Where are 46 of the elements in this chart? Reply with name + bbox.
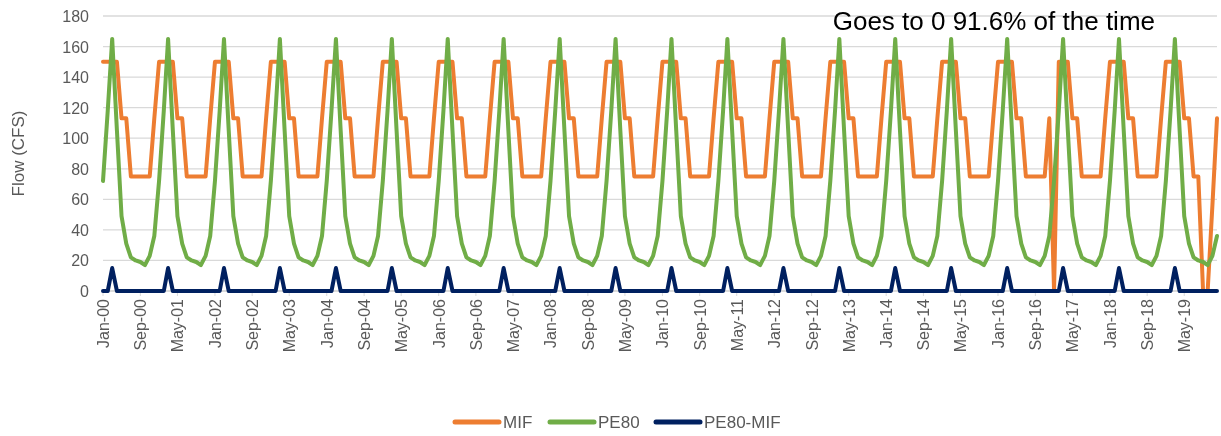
- x-tick-label: Jan-00: [95, 298, 112, 348]
- x-tick-label: Jan-12: [766, 298, 784, 348]
- x-tick-label: Jan-18: [1101, 298, 1119, 348]
- y-tick-label: 160: [62, 38, 90, 56]
- line-series: [101, 36, 1219, 268]
- annotation: Goes to 0 91.6% of the time: [832, 6, 1155, 36]
- y-tick-label: 100: [62, 130, 90, 148]
- x-tick-label: Sep-14: [915, 298, 933, 351]
- x-tick-label: May-01: [169, 298, 187, 353]
- y-tick-label: 40: [71, 221, 90, 239]
- x-tick-label: Jan-02: [206, 298, 224, 348]
- legend-label: PE80-MIF: [704, 413, 781, 432]
- legend-label: PE80: [598, 413, 640, 432]
- x-tick-label: May-15: [952, 298, 970, 353]
- x-tick-label: Jan-14: [878, 298, 896, 348]
- x-tick-label: May-07: [504, 298, 522, 353]
- x-tick-label: Sep-00: [132, 298, 150, 351]
- x-tick-label: Jan-06: [430, 298, 448, 348]
- x-tick-label: Sep-06: [467, 298, 485, 351]
- x-tick-label: May-09: [616, 298, 634, 353]
- x-tick-label: May-11: [728, 298, 746, 352]
- y-axis-title: Flow (CFS): [9, 110, 28, 197]
- y-tick-label: 60: [71, 191, 90, 209]
- x-tick-label: May-05: [393, 298, 411, 353]
- x-tick-label: Jan-08: [542, 298, 560, 348]
- x-tick-label: May-13: [840, 298, 858, 353]
- y-tick-label: 140: [62, 69, 90, 87]
- y-tick-label: 0: [80, 283, 90, 300]
- x-tick-label: Sep-12: [803, 298, 821, 351]
- x-tick-label: Sep-04: [356, 298, 374, 351]
- x-tick-label: Sep-16: [1027, 298, 1045, 351]
- y-tick-label: 80: [71, 160, 90, 178]
- x-tick-label: Jan-04: [318, 298, 336, 348]
- x-tick-label: May-17: [1064, 298, 1082, 353]
- x-tick-label: Jan-16: [990, 298, 1007, 348]
- y-tick-label: 120: [62, 99, 90, 117]
- x-tick-label: Sep-18: [1139, 298, 1157, 351]
- legend-label: MIF: [503, 413, 533, 432]
- x-tick-label: May-03: [281, 298, 299, 353]
- y-tick-label: 20: [71, 252, 90, 270]
- x-tick-label: Sep-08: [579, 298, 597, 351]
- y-tick-label: 180: [62, 8, 90, 25]
- x-tick-label: May-19: [1176, 298, 1194, 353]
- x-tick-label: Sep-10: [691, 298, 709, 351]
- x-tick-label: Jan-10: [654, 298, 672, 348]
- x-tick-label: Sep-02: [244, 298, 262, 351]
